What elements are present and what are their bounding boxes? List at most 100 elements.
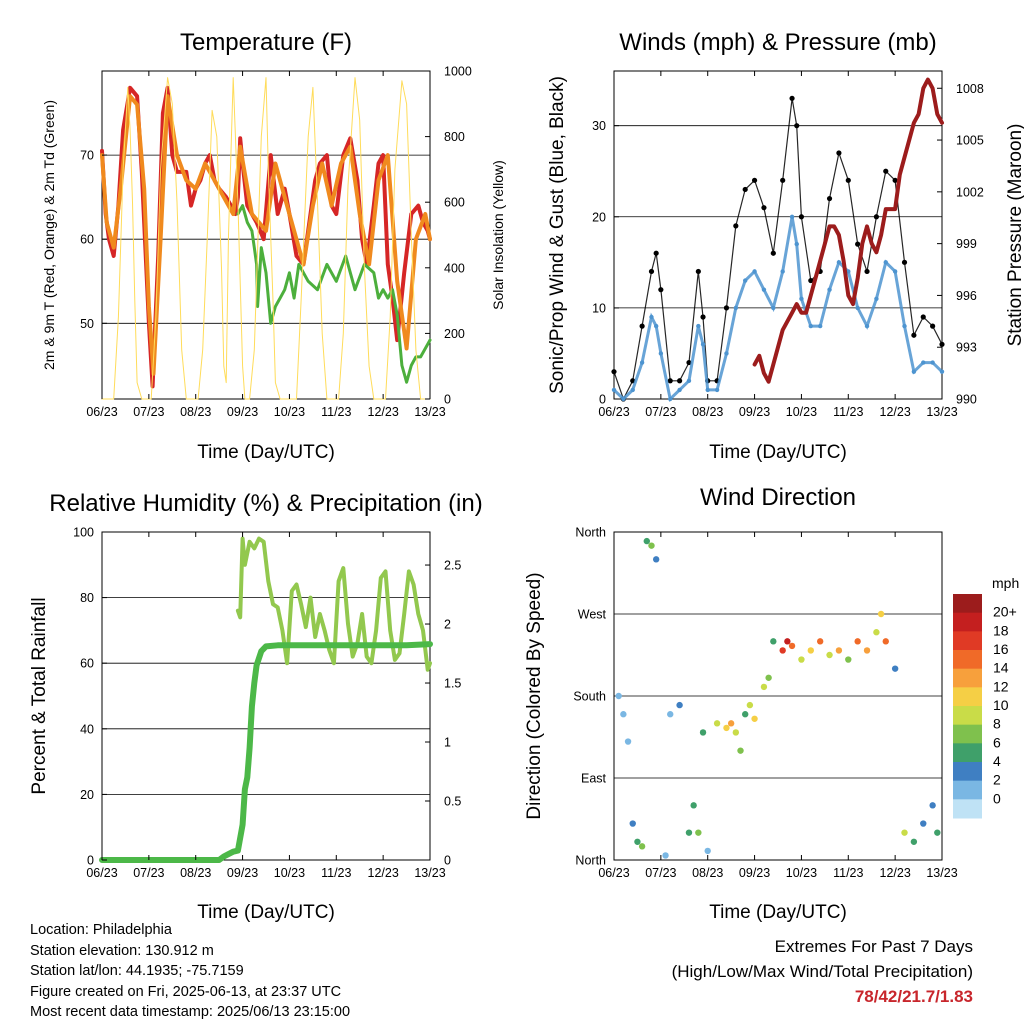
temperature-series-9m-t-line <box>100 94 432 376</box>
direction-point <box>835 647 843 654</box>
winds-ylabel-right: Station Pressure (Maroon) <box>1005 124 1024 347</box>
direction-xtick-label: 09/23 <box>739 866 770 880</box>
direction-point <box>727 720 735 727</box>
station-elevation: Station elevation: 130.912 m <box>30 942 214 959</box>
temperature-ytick-right-label: 400 <box>444 261 465 275</box>
direction-point <box>746 701 754 709</box>
temperature-ytick-right-label: 200 <box>444 327 465 341</box>
direction-point <box>934 829 941 836</box>
humidity-xtick-label: 06/23 <box>86 866 117 880</box>
colorbar-label: 8 <box>993 716 1001 732</box>
direction-point <box>643 537 650 545</box>
humidity-xtick-label: 10/23 <box>274 866 305 880</box>
direction-ytick-label: South <box>573 690 606 704</box>
humidity-ytick-right-label: 1.5 <box>444 677 461 691</box>
direction-xlabel: Time (Day/UTC) <box>709 902 847 923</box>
winds-ytick-right-label: 1002 <box>956 185 984 199</box>
direction-point <box>704 847 711 855</box>
direction-point <box>737 747 744 754</box>
winds-ytick-label: 0 <box>599 393 606 407</box>
temperature-ytick-right-label: 1000 <box>444 65 472 79</box>
direction-title: Wind Direction <box>700 484 856 511</box>
colorbar-swatch <box>953 799 982 819</box>
winds-title: Winds (mph) & Pressure (mb) <box>619 29 936 56</box>
winds-xtick-label: 13/23 <box>926 405 957 419</box>
colorbar-label: 14 <box>993 660 1009 676</box>
direction-point <box>648 542 655 549</box>
humidity-xtick-label: 12/23 <box>368 866 399 880</box>
winds-series-wind-gust-point <box>611 369 617 375</box>
colorbar-label: 6 <box>993 734 1001 750</box>
humidity-ytick-right-label: 2.5 <box>444 559 461 573</box>
winds-series-wind-gust-line <box>613 98 943 401</box>
colorbar-swatch <box>953 650 982 670</box>
direction-ytick-label: North <box>575 526 606 540</box>
temperature-ytick-label: 50 <box>80 317 94 331</box>
direction-point <box>662 852 669 859</box>
colorbar-swatch <box>953 594 982 614</box>
extremes-heading: Extremes For Past 7 Days <box>774 937 973 956</box>
direction-xtick-label: 10/23 <box>786 866 817 880</box>
direction-xtick-label: 11/23 <box>833 866 863 880</box>
direction-point <box>624 738 632 745</box>
direction-point <box>723 724 730 732</box>
colorbar-swatch <box>953 762 982 782</box>
direction-point <box>770 638 777 645</box>
temperature-series-2m-td-line <box>236 204 432 384</box>
winds-ylabel-left: Sonic/Prop Wind & Gust (Blue, Black) <box>547 76 568 394</box>
station-location: Location: Philadelphia <box>30 922 172 938</box>
direction-point <box>788 642 796 650</box>
humidity-ylabel-left: Percent & Total Rainfall <box>29 597 50 794</box>
direction-point <box>760 683 768 691</box>
tick-layer: 06/23 07/23 08/23 09/23 10/23 11/23 12/23 13/23… <box>73 65 984 881</box>
station-info: Location: Philadelphia Station elevation… <box>30 920 350 1023</box>
direction-point <box>845 656 852 663</box>
colorbar-label: 16 <box>993 641 1009 657</box>
station-latlon: Station lat/lon: 44.1935; -75.7159 <box>30 963 244 979</box>
humidity-xtick-label: 07/23 <box>133 866 164 880</box>
colorbar-label: 18 <box>993 622 1009 638</box>
panel-frames <box>101 70 943 861</box>
colorbar-swatch <box>953 706 982 726</box>
humidity-series-relative-humidity-line <box>235 536 432 672</box>
direction-point <box>910 838 918 845</box>
direction-point <box>634 838 641 845</box>
direction-point <box>798 656 805 663</box>
direction-point <box>713 720 721 727</box>
temperature-ytick-label: 70 <box>80 149 94 163</box>
colorbar-label: 0 <box>993 790 1001 806</box>
winds-series-wind-gust-point <box>939 341 945 347</box>
direction-point <box>652 556 660 563</box>
temperature-ytick-label: 60 <box>80 233 94 247</box>
colorbar-swatch <box>953 612 982 632</box>
temperature-xlabel: Time (Day/UTC) <box>197 442 335 463</box>
direction-ytick-label: West <box>578 608 607 622</box>
temperature-ytick-right-label: 0 <box>444 393 451 407</box>
winds-ytick-label: 30 <box>592 119 606 133</box>
colorbar-label: 10 <box>993 697 1009 713</box>
direction-point <box>877 610 885 618</box>
direction-xtick-label: 12/23 <box>880 866 911 880</box>
direction-point <box>742 711 749 718</box>
direction-point <box>629 820 636 827</box>
humidity-ytick-label: 40 <box>80 722 94 736</box>
direction-point <box>620 711 627 718</box>
humidity-ytick-right-label: 0.5 <box>444 795 461 809</box>
temperature-ytick-right-label: 800 <box>444 130 465 144</box>
direction-point <box>765 674 772 681</box>
colorbar-swatch <box>953 780 982 800</box>
extremes-box: Extremes For Past 7 Days (High/Low/Max W… <box>672 934 973 1009</box>
winds-xtick-label: 11/23 <box>833 405 863 419</box>
colorbar-swatch <box>953 687 982 707</box>
colorbar-label: 20+ <box>993 604 1017 620</box>
temperature-ytick-right-label: 600 <box>444 196 465 210</box>
direction-point <box>615 692 622 700</box>
winds-plot-frame <box>613 70 943 400</box>
direction-point <box>863 647 871 654</box>
direction-point <box>901 829 908 836</box>
grid-layer <box>102 125 942 795</box>
winds-ytick-label: 20 <box>592 210 606 224</box>
direction-point <box>779 647 786 654</box>
winds-ytick-right-label: 1005 <box>956 134 984 148</box>
direction-point <box>891 665 899 672</box>
